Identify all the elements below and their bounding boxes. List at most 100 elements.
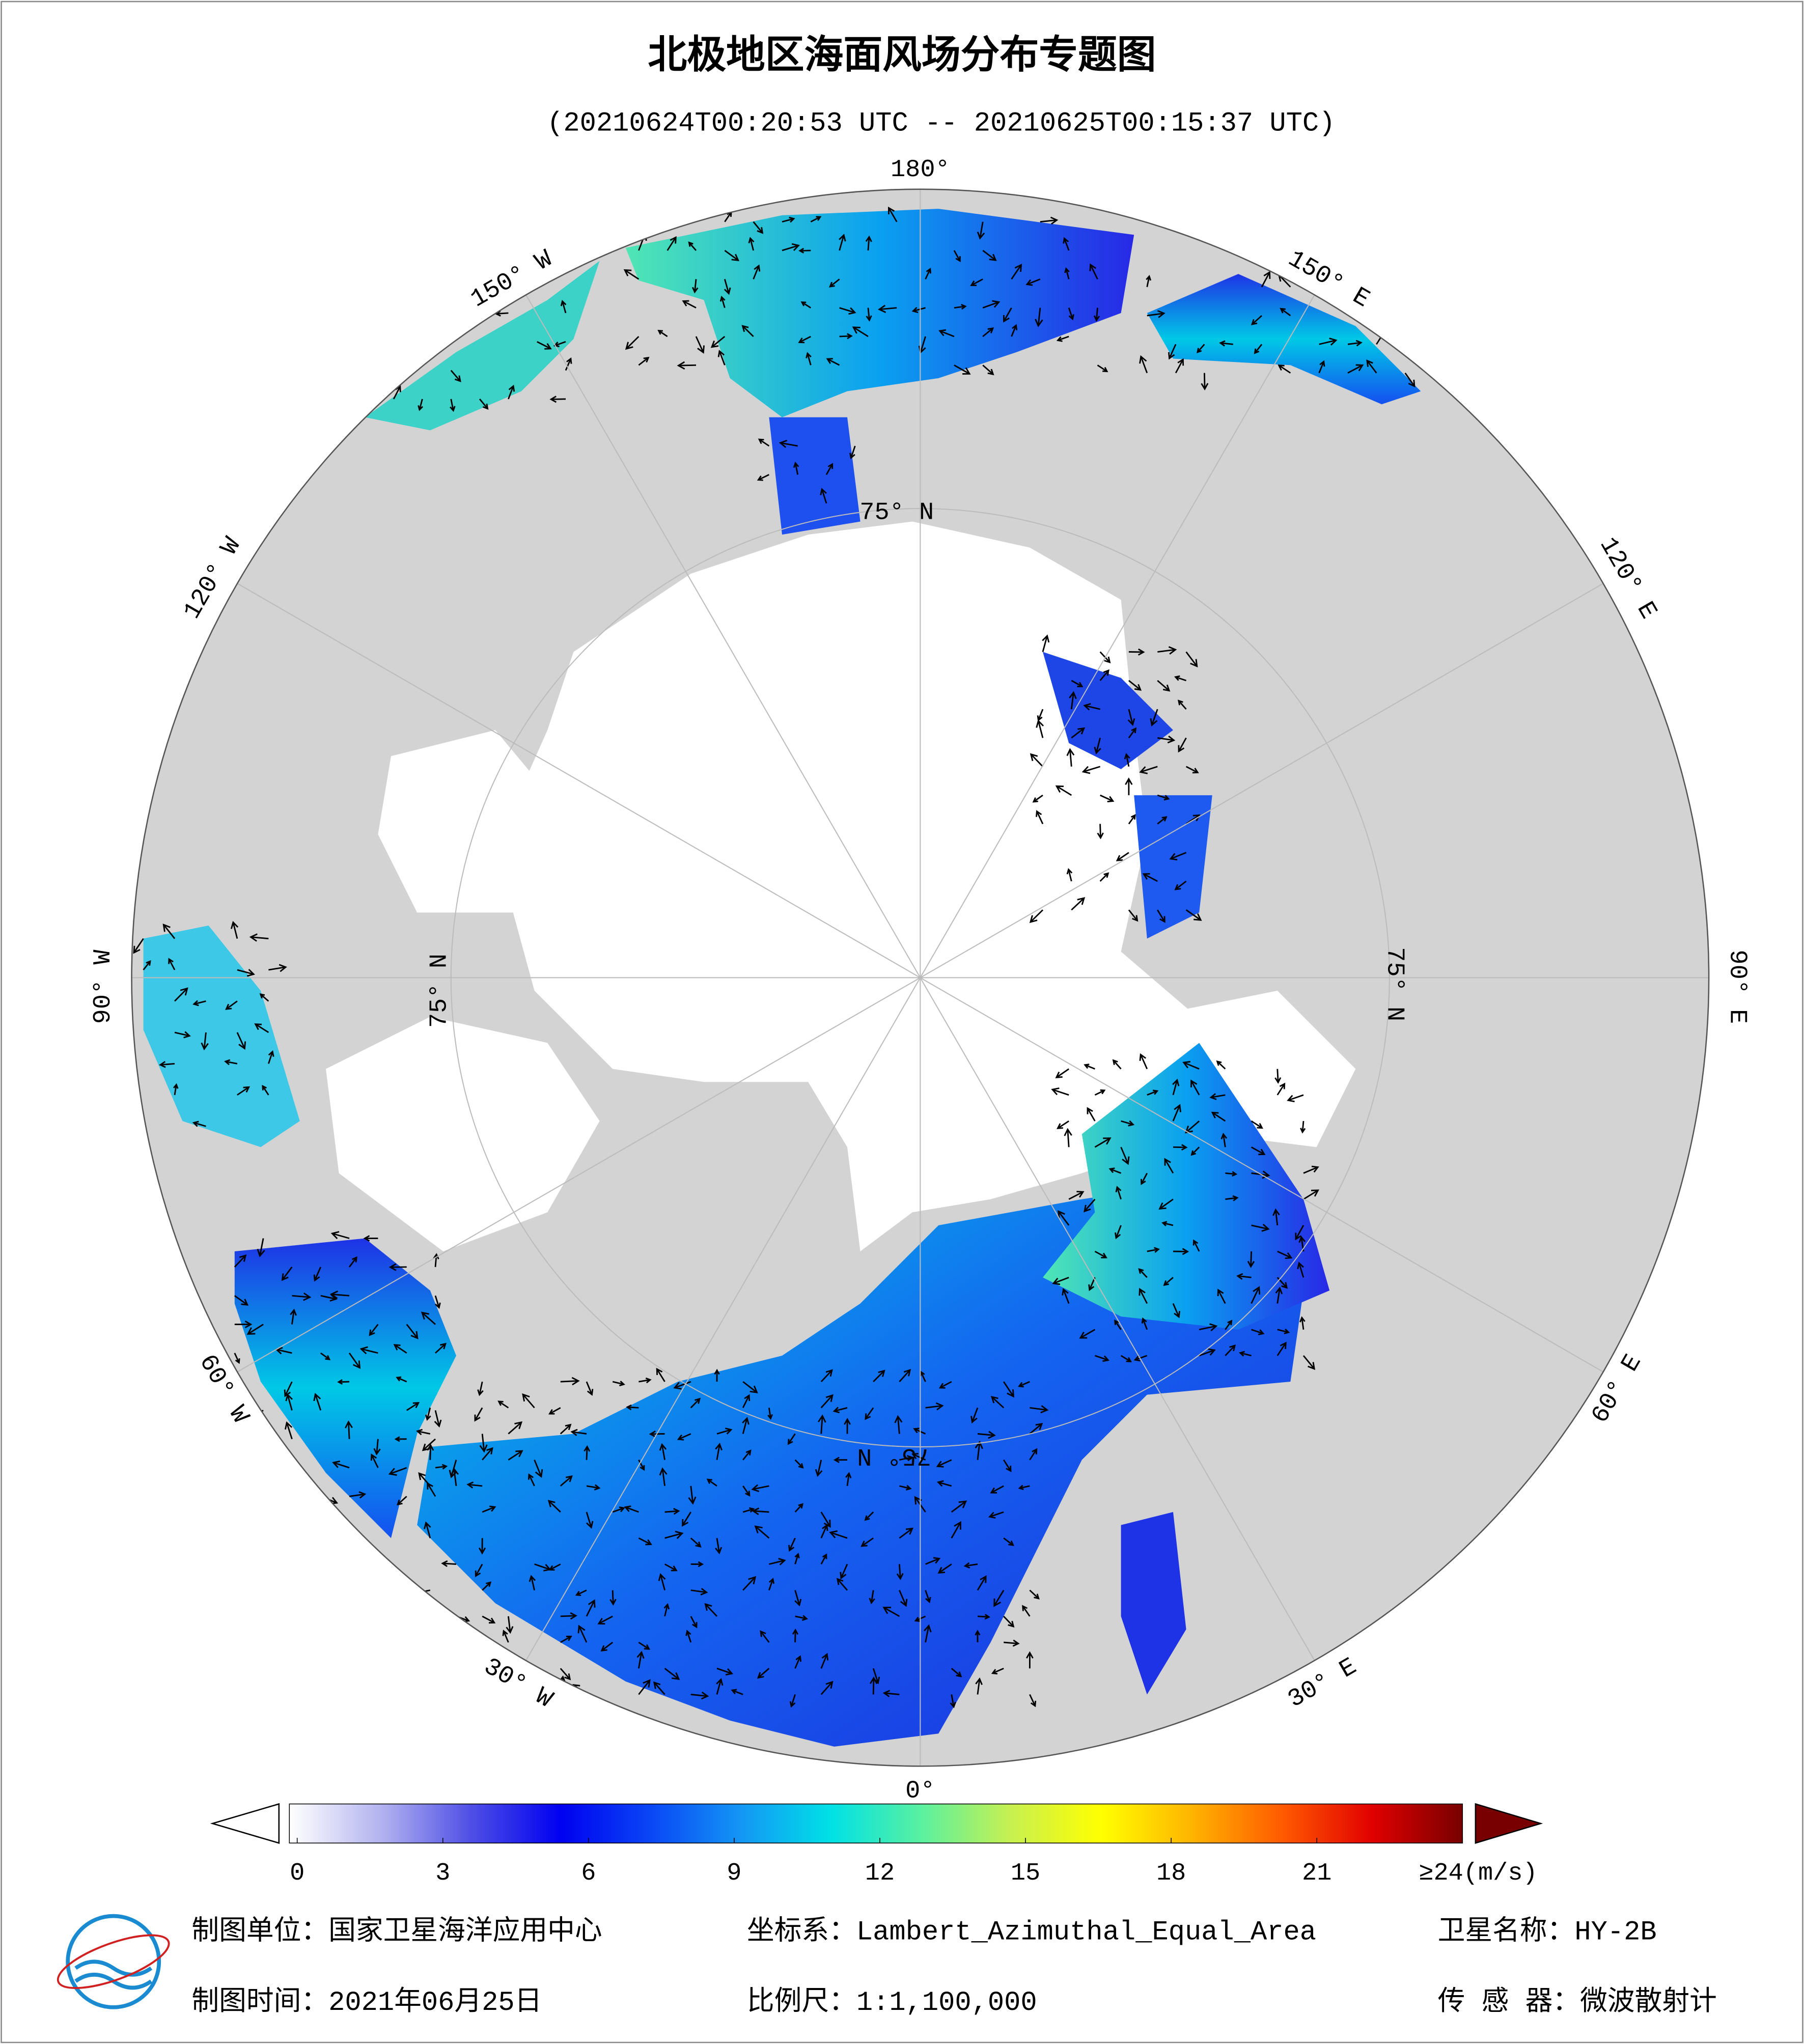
wind-arrow [597,1615,613,1625]
wind-arrow [1055,785,1072,796]
wind-arrow [788,1537,796,1552]
wind-arrow [584,1445,591,1460]
wind-arrow [936,1480,952,1487]
wind-arrow [1068,307,1074,321]
wind-arrow [1347,340,1363,347]
wind-arrow [1003,1615,1015,1628]
wind-arrow [820,1653,829,1669]
wind-field [1121,1512,1186,1695]
wind-arrow [143,960,151,970]
wind-arrow [1062,1287,1070,1304]
wind-arrow [977,1614,991,1620]
wind-arrow [1071,897,1086,911]
wind-arrow [988,1511,1004,1519]
wind-arrow [779,439,798,448]
wind-arrow [234,1320,253,1329]
wind-arrow [667,236,677,251]
wind-arrow [337,1379,350,1385]
wind-arrow [348,1352,361,1369]
wind-arrow [950,1694,956,1709]
wind-arrow [586,1599,596,1617]
ocean [378,730,561,913]
wind-arrow [369,1324,379,1336]
wind-arrow [263,1493,280,1500]
wind-arrow [954,304,967,310]
wind-arrow [1120,1146,1130,1165]
wind-arrow [899,1527,914,1539]
wind-arrow [1199,1323,1218,1331]
wind-arrow [359,1346,378,1355]
wind-arrow [691,279,699,294]
wind-arrow [894,1415,903,1434]
colorbar-max-arrow [1475,1803,1543,1844]
map-border [131,188,1710,1767]
wind-arrow [1201,373,1209,390]
wind-arrow [839,307,856,315]
wind-arrow [1125,777,1133,796]
wind-arrow [586,1511,594,1529]
wind-arrow [391,300,397,313]
wind-arrow [416,1429,431,1436]
wind-arrow [623,269,640,280]
wind-arrow [636,1650,645,1669]
wind-arrow [1300,1121,1306,1134]
wind-arrow [441,1560,457,1567]
wind-arrow [748,237,755,251]
wind-arrow [638,1459,645,1471]
wind-arrow [820,1524,828,1538]
wind-arrow [1029,1448,1038,1461]
wind-arrow [833,1457,847,1463]
wind-arrow [1094,1250,1107,1258]
wind-arrow [1251,1286,1261,1304]
wind-arrow [268,964,287,972]
wind-arrow [742,1449,752,1461]
wind-arrow [1032,794,1043,803]
map [131,189,1709,1767]
wind-arrow [757,474,770,481]
wind-arrow [506,1616,514,1634]
wind-arrow [1217,1289,1226,1304]
wind-arrow [1211,1111,1226,1122]
wind-arrow [406,1324,419,1339]
wind-arrow [1274,1069,1282,1084]
wind-arrow [575,1589,587,1597]
wind-arrow [664,1508,680,1515]
wind-arrow [421,1694,431,1711]
wind-arrow [1280,307,1291,317]
wind-arrow [925,1557,941,1565]
wind-arrow [251,1426,264,1440]
wind-arrow [370,1453,379,1468]
wind-arrow [690,1397,701,1409]
wind-arrow [502,1630,509,1643]
wind-arrows [133,206,1416,1711]
wind-arrow [168,958,176,970]
wind-arrow [852,326,869,338]
wind-arrow [1093,307,1100,322]
wind-arrow [201,1032,209,1051]
wind-arrow [1094,1355,1109,1362]
wind-arrow [1150,709,1158,726]
wind-arrow [1178,737,1187,753]
wind-arrow [1138,1268,1148,1278]
wind-arrow [225,1000,238,1010]
wind-arrow [1302,1355,1316,1370]
wind-arrow [1112,1059,1122,1070]
wind-arrow [547,1500,561,1513]
wind-arrow [849,445,856,460]
wind-arrow [565,357,572,371]
wind-arrow [522,1393,535,1409]
wind-arrow [257,1238,265,1257]
meridian [920,573,1621,978]
wind-arrow [982,300,1001,309]
wind-arrow [1147,310,1165,318]
wind-arrow [925,1590,931,1604]
subtitle: (20210624T00:20:53 UTC -- 20210625T00:15… [547,108,1335,139]
wind-arrow [1025,278,1041,286]
wind-arrow [159,1061,175,1068]
wind-arrow [937,1563,952,1574]
wind-arrow [882,1690,900,1697]
wind-arrow [1173,1144,1188,1151]
wind-arrow [664,1530,684,1539]
wind-arrow [577,1625,588,1643]
